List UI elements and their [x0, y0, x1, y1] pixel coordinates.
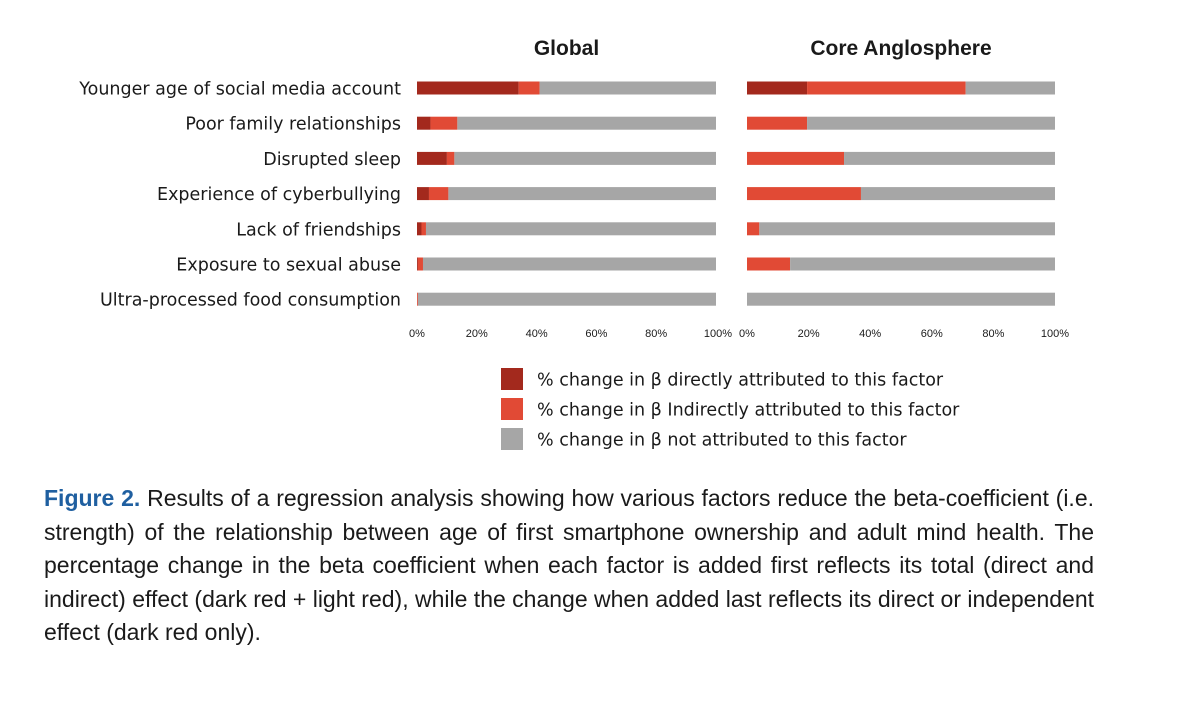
bar-global-exposure-to-sexual-abuse-s2 [422, 257, 716, 271]
bar-global-exposure-to-sexual-abuse-s0 [417, 257, 418, 271]
caption-label: Figure 2. [44, 485, 141, 511]
bar-global-lack-of-friendships-s1 [421, 222, 426, 236]
bar-core-anglosphere-lack-of-friendships-s1 [747, 222, 760, 236]
bar-global-disrupted-sleep-s0 [417, 151, 447, 165]
bar-core-anglosphere-exposure-to-sexual-abuse-s1 [747, 257, 791, 271]
legend-swatch-1 [501, 398, 523, 420]
x-tick-global-5: 100% [704, 328, 732, 340]
bar-global-lack-of-friendships-s0 [417, 222, 422, 236]
bar-core-anglosphere-lack-of-friendships-s2 [759, 222, 1055, 236]
bar-global-younger-age-of-social-media-account-s2 [539, 81, 716, 95]
x-tick-core-anglosphere-1: 20% [798, 328, 820, 340]
bar-global-experience-of-cyberbullying-s1 [428, 187, 449, 201]
legend-label-2: % change in β not attributed to this fac… [537, 431, 907, 451]
bar-global-ultra-processed-food-consumption-s2 [417, 292, 716, 306]
bar-core-anglosphere-disrupted-sleep-s2 [844, 151, 1055, 165]
bar-core-anglosphere-exposure-to-sexual-abuse-s2 [790, 257, 1055, 271]
figure-caption: Figure 2. Results of a regression analys… [44, 482, 1094, 650]
category-label-poor-family-relationships: Poor family relationships [185, 115, 401, 135]
bar-core-anglosphere-disrupted-sleep-s1 [747, 151, 845, 165]
bar-global-experience-of-cyberbullying-s2 [448, 187, 716, 201]
x-tick-global-1: 20% [466, 328, 488, 340]
legend-label-1: % change in β Indirectly attributed to t… [537, 401, 960, 421]
legend-swatch-2 [501, 428, 523, 450]
bar-global-ultra-processed-food-consumption-s1 [417, 292, 418, 306]
bar-global-younger-age-of-social-media-account-s1 [518, 81, 540, 95]
figure-chart: Younger age of social media account Poor … [78, 37, 1069, 451]
bar-core-anglosphere-experience-of-cyberbullying-s2 [860, 187, 1055, 201]
category-label-experience-of-cyberbullying: Experience of cyberbullying [157, 185, 401, 205]
bar-core-anglosphere-younger-age-of-social-media-account-s0 [747, 81, 808, 95]
x-tick-global-0: 0% [409, 328, 425, 340]
bar-core-anglosphere-ultra-processed-food-consumption-s2 [747, 292, 1055, 306]
panel-global: Global 0% 20% 40% 60% 80% 100% [409, 37, 732, 340]
bar-global-lack-of-friendships-s2 [425, 222, 716, 236]
bar-core-anglosphere-poor-family-relationships-s2 [807, 116, 1055, 130]
x-tick-global-3: 60% [585, 328, 607, 340]
bar-core-anglosphere-poor-family-relationships-s1 [747, 116, 808, 130]
category-label-disrupted-sleep: Disrupted sleep [263, 150, 401, 170]
x-tick-core-anglosphere-5: 100% [1041, 328, 1069, 340]
x-tick-core-anglosphere-3: 60% [921, 328, 943, 340]
x-tick-core-anglosphere-4: 80% [982, 328, 1004, 340]
bar-core-anglosphere-younger-age-of-social-media-account-s1 [807, 81, 966, 95]
category-label-exposure-to-sexual-abuse: Exposure to sexual abuse [176, 256, 401, 276]
legend-label-0: % change in β directly attributed to thi… [537, 371, 944, 391]
bar-core-anglosphere-experience-of-cyberbullying-s1 [747, 187, 861, 201]
panel-title-global: Global [534, 37, 599, 60]
x-tick-global-4: 80% [645, 328, 667, 340]
legend-swatch-0 [501, 368, 523, 390]
bar-core-anglosphere-younger-age-of-social-media-account-s2 [965, 81, 1055, 95]
category-label-ultra-processed-food-consumption: Ultra-processed food consumption [100, 291, 401, 311]
category-label-lack-of-friendships: Lack of friendships [236, 220, 401, 240]
x-tick-core-anglosphere-2: 40% [859, 328, 881, 340]
x-tick-core-anglosphere-0: 0% [739, 328, 755, 340]
panel-title-core-anglosphere: Core Anglosphere [810, 37, 991, 60]
category-label-younger-age-of-social-media-account: Younger age of social media account [78, 80, 401, 100]
bar-global-disrupted-sleep-s1 [446, 151, 455, 165]
caption-text: Results of a regression analysis showing… [44, 485, 1095, 645]
bar-global-poor-family-relationships-s1 [430, 116, 458, 130]
bar-global-disrupted-sleep-s2 [454, 151, 716, 165]
category-labels: Younger age of social media account Poor … [78, 80, 401, 311]
legend: % change in β directly attributed to thi… [501, 368, 960, 451]
bar-global-exposure-to-sexual-abuse-s1 [417, 257, 423, 271]
panel-core-anglosphere: Core Anglosphere 0% 20% 40% 60% 80% 100% [739, 37, 1069, 340]
bar-global-poor-family-relationships-s0 [417, 116, 431, 130]
bar-global-poor-family-relationships-s2 [457, 116, 716, 130]
bar-global-younger-age-of-social-media-account-s0 [417, 81, 519, 95]
x-tick-global-2: 40% [526, 328, 548, 340]
bar-global-experience-of-cyberbullying-s0 [417, 187, 429, 201]
